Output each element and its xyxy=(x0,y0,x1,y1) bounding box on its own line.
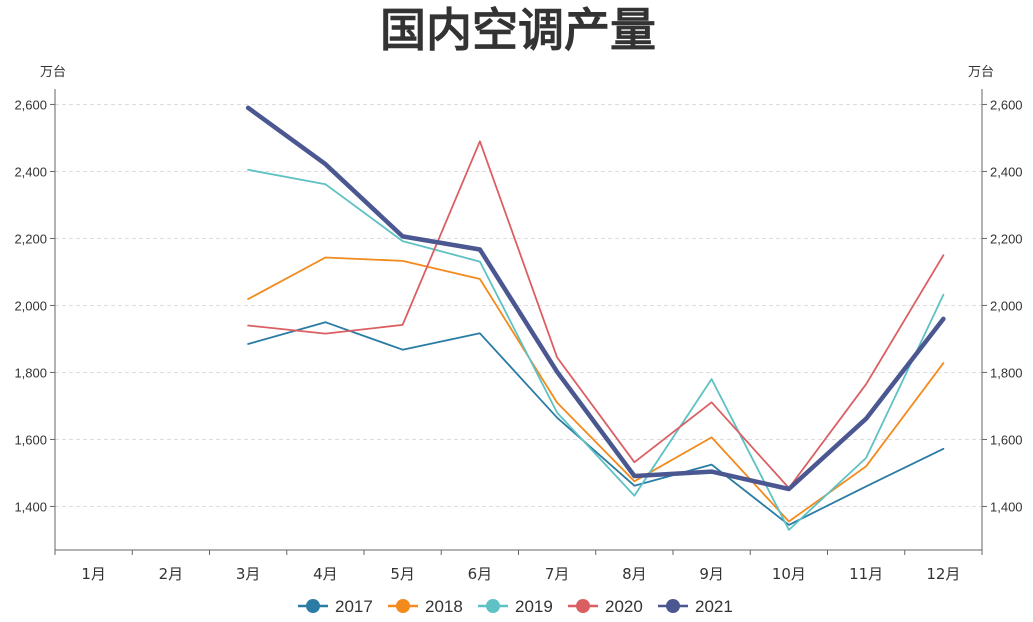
x-tick-label: 6月 xyxy=(468,565,493,583)
gridlines xyxy=(55,103,982,507)
legend-marker-2019 xyxy=(486,599,500,613)
x-tick-label: 7月 xyxy=(545,565,570,583)
y-tick-label-right: 2,200 xyxy=(990,231,1023,246)
series-line-2021 xyxy=(245,105,946,492)
x-tick-label: 5月 xyxy=(390,565,415,583)
x-tick-label: 2月 xyxy=(159,565,184,583)
right-axis-unit: 万台 xyxy=(968,65,994,80)
y-tick-label-right: 2,400 xyxy=(990,164,1023,179)
series-line-2019 xyxy=(247,168,945,531)
y-tick-label-left: 1,600 xyxy=(14,432,47,447)
x-tick-label: 12月 xyxy=(926,565,960,583)
axes: 1,400 1,400 1,600 1,600 1,800 1,800 2,000 2,000… xyxy=(14,89,1023,583)
x-tick-label: 10月 xyxy=(772,565,806,583)
chart-title: 国内空调产量 xyxy=(380,3,656,57)
left-axis-unit: 万台 xyxy=(40,65,66,80)
legend-marker-2020 xyxy=(576,599,590,613)
legend-marker-2021 xyxy=(666,599,680,613)
x-tick-label: 4月 xyxy=(313,565,338,583)
legend-marker-2017 xyxy=(306,599,320,613)
x-tick-label: 9月 xyxy=(699,565,724,583)
legend-label-2018: 2018 xyxy=(425,597,463,616)
legend-label-2020: 2020 xyxy=(605,597,643,616)
legend-label-2021: 2021 xyxy=(695,597,733,616)
x-tick-label: 8月 xyxy=(622,565,647,583)
y-tick-label-left: 2,200 xyxy=(14,231,47,246)
x-tick-label: 11月 xyxy=(849,565,883,583)
series-line-2017 xyxy=(247,321,945,526)
x-tick-label: 1月 xyxy=(81,565,106,583)
y-tick-label-right: 2,600 xyxy=(990,97,1023,112)
legend-marker-2018 xyxy=(396,599,410,613)
y-tick-label-left: 2,600 xyxy=(14,97,47,112)
x-tick-label: 3月 xyxy=(236,565,261,583)
legend-label-2017: 2017 xyxy=(335,597,373,616)
series-line-2020 xyxy=(247,140,945,489)
y-tick-label-right: 2,000 xyxy=(990,298,1023,313)
y-tick-label-left: 2,400 xyxy=(14,164,47,179)
y-tick-label-left: 2,000 xyxy=(14,298,47,313)
y-tick-label-right: 1,600 xyxy=(990,432,1023,447)
series-lines xyxy=(245,105,946,531)
legend-label-2019: 2019 xyxy=(515,597,553,616)
legend: 2017 2018 2019 2020 2021 xyxy=(298,597,733,616)
y-tick-label-left: 1,800 xyxy=(14,365,47,380)
y-tick-label-right: 1,400 xyxy=(990,499,1023,514)
y-tick-label-right: 1,800 xyxy=(990,365,1023,380)
y-tick-label-left: 1,400 xyxy=(14,499,47,514)
